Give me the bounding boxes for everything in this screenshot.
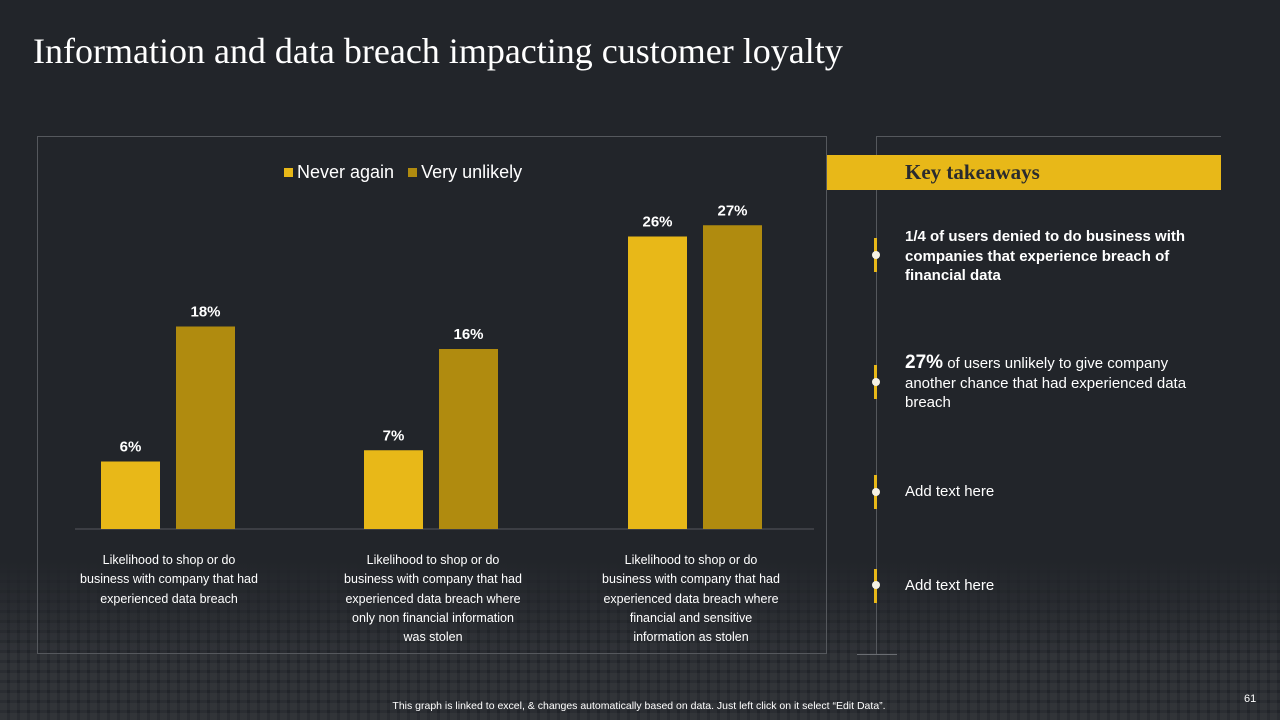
bar-very-unlikely-2[interactable]	[439, 349, 498, 529]
chart-legend: Never again Very unlikely	[284, 161, 522, 183]
key-takeaways-header	[827, 155, 1221, 190]
takeaway-4[interactable]: Add text here	[905, 577, 995, 594]
bar-never-again-1[interactable]	[101, 461, 160, 530]
timeline-dot-1	[872, 251, 880, 259]
takeaway-1: 1/4 of users denied to do business with …	[905, 228, 1186, 284]
key-takeaways-title: Key takeaways	[905, 160, 1040, 184]
legend-item-never-again: Never again	[284, 162, 394, 183]
bar-never-again-2[interactable]	[364, 450, 423, 529]
timeline-dot-4	[872, 581, 880, 589]
background-pattern	[0, 560, 1280, 720]
data-label-never-again-2: 7%	[383, 427, 405, 444]
legend-label-never-again: Never again	[297, 161, 395, 182]
takeaway-2-highlight: 27%	[905, 352, 944, 373]
page-title: Information and data breach impacting cu…	[33, 31, 843, 71]
legend-swatch-very-unlikely	[408, 167, 418, 177]
category-label-3: Likelihood to shop or do business with c…	[602, 553, 780, 645]
data-label-never-again-1: 6%	[120, 439, 142, 456]
bar-very-unlikely-3[interactable]	[703, 225, 762, 529]
chart-frame[interactable]	[37, 136, 827, 654]
takeaway-2-text: of users unlikely to give company anothe…	[905, 355, 1187, 411]
data-label-very-unlikely-2: 16%	[453, 326, 483, 343]
data-label-very-unlikely-1: 18%	[190, 304, 220, 321]
bar-never-again-3[interactable]	[628, 236, 687, 530]
category-label-2: Likelihood to shop or do business with c…	[344, 553, 522, 645]
legend-swatch-never-again	[284, 167, 293, 177]
bar-chart[interactable]: 6% 18% 7% 16% 26% 27%	[37, 136, 827, 654]
footer-note: This graph is linked to excel, & changes…	[392, 700, 886, 712]
data-label-very-unlikely-3: 27%	[717, 202, 747, 219]
timeline-foot	[857, 654, 897, 655]
takeaway-3[interactable]: Add text here	[905, 483, 995, 500]
data-label-never-again-3: 26%	[642, 214, 672, 231]
category-label-1: Likelihood to shop or do business with c…	[80, 553, 258, 606]
legend-label-very-unlikely: Very unlikely	[421, 161, 523, 182]
timeline-dot-3	[872, 488, 880, 496]
takeaway-2: 27% of users unlikely to give company an…	[905, 353, 1205, 413]
timeline-dot-2	[872, 378, 880, 386]
bar-very-unlikely-1[interactable]	[176, 326, 235, 530]
legend-item-very-unlikely: Very unlikely	[408, 162, 522, 183]
page-number: 61	[1244, 693, 1257, 705]
